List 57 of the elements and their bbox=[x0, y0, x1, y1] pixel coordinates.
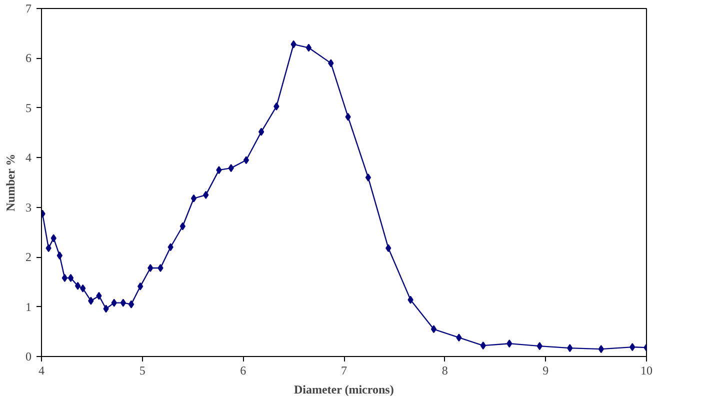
point bbox=[567, 344, 573, 352]
y-tick-label: 2 bbox=[26, 250, 32, 264]
point bbox=[137, 282, 144, 290]
point bbox=[50, 234, 56, 242]
y-tick-label: 3 bbox=[26, 200, 32, 214]
point bbox=[258, 128, 264, 136]
x-tick-label: 5 bbox=[139, 364, 146, 378]
point bbox=[216, 166, 222, 174]
x-tick-label: 10 bbox=[640, 364, 652, 378]
point bbox=[598, 345, 604, 354]
x-tick-label: 9 bbox=[542, 364, 549, 378]
point bbox=[243, 156, 250, 164]
point bbox=[386, 244, 392, 252]
point bbox=[408, 296, 414, 304]
y-tick-label: 0 bbox=[26, 350, 32, 364]
point bbox=[56, 252, 62, 260]
point bbox=[96, 292, 102, 300]
x-tick-label: 7 bbox=[341, 364, 347, 378]
point bbox=[190, 194, 197, 202]
y-tick-label: 7 bbox=[26, 2, 32, 16]
point bbox=[158, 264, 164, 272]
point bbox=[62, 274, 68, 282]
y-tick-label: 1 bbox=[26, 300, 32, 314]
point bbox=[120, 298, 126, 307]
point bbox=[46, 244, 52, 252]
point bbox=[74, 282, 81, 290]
y-tick-label: 5 bbox=[26, 100, 32, 115]
point bbox=[80, 284, 86, 292]
point bbox=[306, 44, 312, 52]
point bbox=[630, 343, 636, 352]
point bbox=[480, 342, 486, 350]
point bbox=[180, 222, 186, 230]
y-tick-label: 6 bbox=[26, 51, 32, 66]
point bbox=[68, 274, 74, 282]
point bbox=[103, 304, 109, 313]
point bbox=[148, 264, 154, 272]
point bbox=[203, 190, 209, 199]
x-axis-title: Diameter (microns) bbox=[294, 382, 394, 396]
point bbox=[111, 298, 117, 307]
point bbox=[536, 342, 542, 350]
x-tick-label: 8 bbox=[442, 364, 448, 378]
point bbox=[88, 296, 94, 305]
point bbox=[168, 243, 174, 252]
point bbox=[128, 300, 134, 308]
point bbox=[365, 174, 372, 182]
point bbox=[290, 40, 296, 48]
point bbox=[456, 334, 462, 342]
point bbox=[328, 59, 334, 68]
point bbox=[274, 102, 280, 110]
point bbox=[345, 112, 351, 121]
y-axis-title: Number % bbox=[4, 154, 18, 212]
point bbox=[430, 325, 437, 334]
point bbox=[228, 164, 234, 172]
x-tick-label: 4 bbox=[38, 364, 44, 378]
x-tick-label: 6 bbox=[240, 364, 246, 378]
y-tick-label: 4 bbox=[26, 150, 32, 165]
point bbox=[506, 340, 512, 348]
